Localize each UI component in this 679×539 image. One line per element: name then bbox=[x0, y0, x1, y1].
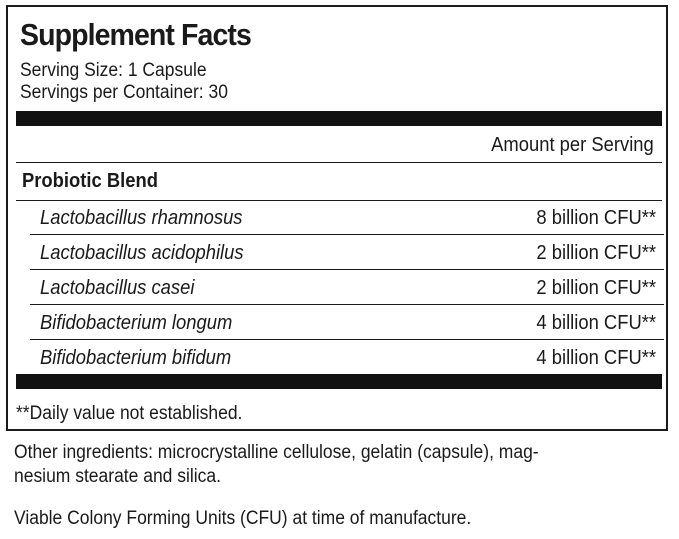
ingredient-amount: 2 billion CFU** bbox=[536, 242, 656, 264]
other-ingredients-line-1: Other ingredients: microcrystalline cell… bbox=[14, 442, 539, 463]
ingredient-row: Lactobacillus acidophilus 2 billion CFU*… bbox=[8, 235, 670, 270]
ingredient-amount: 8 billion CFU** bbox=[536, 207, 656, 229]
ingredient-name: Bifidobacterium bifidum bbox=[40, 347, 232, 369]
ingredient-name: Lactobacillus rhamnosus bbox=[40, 207, 243, 229]
other-ingredients: Other ingredients: microcrystalline cell… bbox=[14, 441, 649, 489]
ingredient-amount: 2 billion CFU** bbox=[536, 277, 656, 299]
ingredient-amount: 4 billion CFU** bbox=[536, 312, 656, 334]
daily-value-footnote: **Daily value not established. bbox=[16, 403, 243, 424]
row-divider bbox=[30, 234, 664, 235]
ingredient-name: Lactobacillus casei bbox=[40, 277, 195, 299]
header-divider bbox=[16, 162, 662, 163]
ingredient-row: Bifidobacterium bifidum 4 billion CFU** bbox=[8, 340, 670, 375]
amount-per-serving-header: Amount per Serving bbox=[491, 134, 654, 156]
other-ingredients-line-2: nesium stearate and silica. bbox=[14, 466, 221, 487]
thick-divider-top bbox=[16, 111, 662, 126]
thick-divider-bottom bbox=[16, 374, 662, 389]
probiotic-blend-label: Probiotic Blend bbox=[22, 170, 158, 192]
row-divider bbox=[30, 339, 664, 340]
blend-divider bbox=[16, 200, 662, 201]
row-divider bbox=[30, 304, 664, 305]
ingredient-name: Bifidobacterium longum bbox=[40, 312, 233, 334]
ingredient-amount: 4 billion CFU** bbox=[536, 347, 656, 369]
ingredient-row: Bifidobacterium longum 4 billion CFU** bbox=[8, 305, 670, 340]
servings-per-container: Servings per Container: 30 bbox=[20, 82, 228, 103]
row-divider bbox=[30, 269, 664, 270]
supplement-facts-panel: Supplement Facts Serving Size: 1 Capsule… bbox=[6, 5, 668, 431]
label-title: Supplement Facts bbox=[20, 17, 252, 52]
ingredient-list: Lactobacillus rhamnosus 8 billion CFU** … bbox=[8, 200, 670, 375]
ingredient-name: Lactobacillus acidophilus bbox=[40, 242, 244, 264]
serving-size: Serving Size: 1 Capsule bbox=[20, 60, 207, 81]
ingredient-row: Lactobacillus casei 2 billion CFU** bbox=[8, 270, 670, 305]
cfu-note: Viable Colony Forming Units (CFU) at tim… bbox=[14, 508, 472, 529]
ingredient-row: Lactobacillus rhamnosus 8 billion CFU** bbox=[8, 200, 670, 235]
